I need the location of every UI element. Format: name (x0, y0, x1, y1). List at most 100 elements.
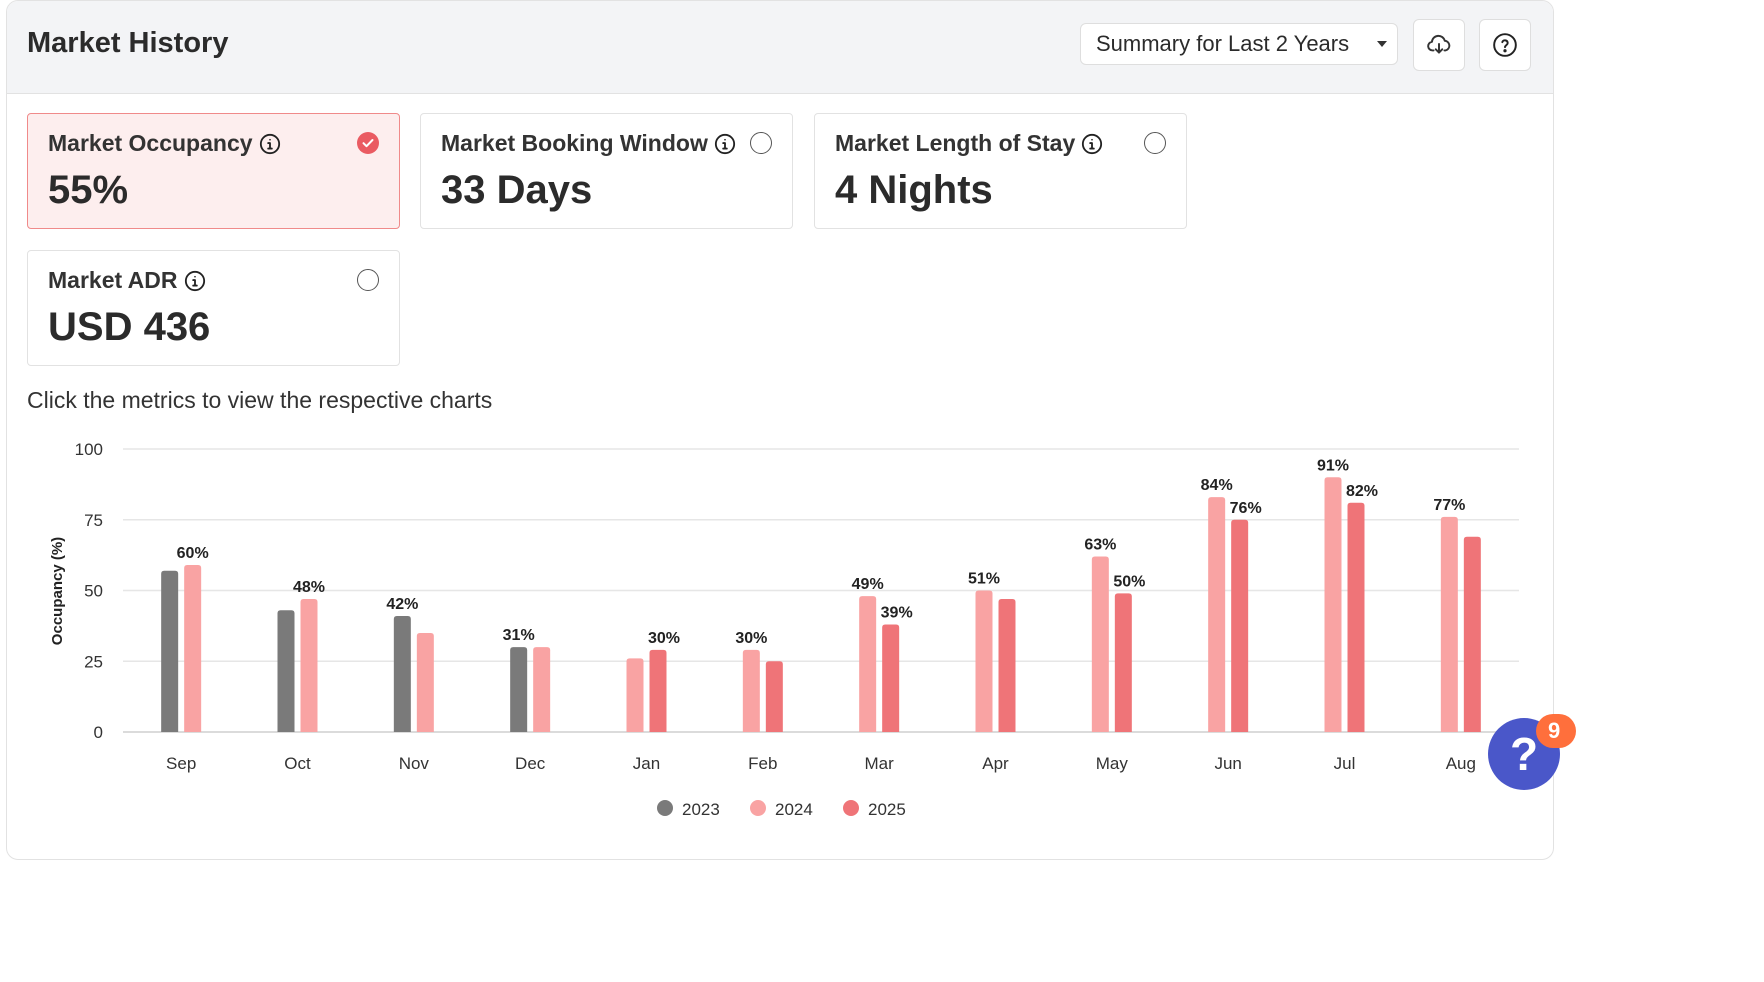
data-label: 77% (1433, 497, 1465, 514)
market-history-card: Market History Summary for Last 2 Years … (6, 0, 1554, 860)
bar-2024 (416, 632, 434, 732)
x-tick-label: Feb (748, 754, 777, 773)
x-tick-label: May (1096, 754, 1129, 773)
download-button[interactable] (1413, 19, 1465, 71)
bar-2024 (533, 647, 551, 732)
y-axis-label: Occupancy (%) (49, 537, 66, 645)
selected-check-icon[interactable] (357, 132, 379, 154)
metric-value: USD 436 (48, 305, 211, 349)
bar-2023 (161, 570, 179, 732)
bar-2025 (998, 598, 1016, 732)
data-label: 39% (881, 604, 913, 621)
radio-unselected[interactable] (1144, 132, 1166, 154)
metric-label-row: Market ADR (48, 267, 206, 294)
data-label: 30% (648, 630, 680, 647)
metric-card-booking-window[interactable]: Market Booking Window 33 Days (420, 113, 793, 229)
bar-2024 (300, 598, 318, 732)
legend-label: 2024 (775, 800, 813, 819)
radio-unselected[interactable] (357, 269, 379, 291)
bar-2023 (393, 615, 411, 732)
x-tick-label: Jul (1334, 754, 1356, 773)
card-header: Market History Summary for Last 2 Years (7, 1, 1553, 94)
data-label: 82% (1346, 483, 1378, 500)
bar-2025 (882, 624, 900, 732)
y-tick-label: 75 (84, 511, 103, 530)
bar-2023 (277, 610, 295, 732)
y-tick-label: 50 (84, 582, 103, 601)
data-label: 30% (735, 630, 767, 647)
y-tick-label: 25 (84, 652, 103, 671)
bar-2024 (1208, 497, 1226, 732)
metric-label-row: Market Occupancy (48, 130, 281, 157)
bar-2023 (510, 647, 528, 732)
period-select[interactable]: Summary for Last 2 Years (1080, 23, 1398, 65)
metric-value: 55% (48, 168, 129, 212)
bar-2024 (859, 596, 877, 732)
data-label: 49% (852, 576, 884, 593)
metric-label-row: Market Length of Stay (835, 130, 1103, 157)
data-label: 91% (1317, 457, 1349, 474)
bar-2024 (742, 649, 760, 732)
bar-2024 (1091, 556, 1109, 732)
legend-marker-2024 (750, 800, 766, 816)
y-tick-label: 100 (75, 440, 103, 459)
metric-label: Market Booking Window (441, 130, 708, 156)
bar-2025 (1231, 519, 1249, 732)
x-tick-label: Aug (1446, 754, 1476, 773)
data-label: 76% (1230, 500, 1262, 517)
metric-label: Market ADR (48, 267, 178, 293)
data-label: 63% (1084, 537, 1116, 554)
info-icon[interactable] (184, 270, 206, 292)
x-tick-label: Oct (284, 754, 311, 773)
data-label: 42% (386, 596, 418, 613)
info-icon[interactable] (714, 133, 736, 155)
legend-marker-2023 (657, 800, 673, 816)
help-button[interactable] (1479, 19, 1531, 71)
y-tick-label: 0 (94, 723, 103, 742)
chart-hint: Click the metrics to view the respective… (27, 387, 493, 413)
question-circle-icon (1493, 33, 1517, 57)
occupancy-chart: 0 25 50 75 100 Occupancy (%) Sep 60% Oct 48% Nov 42… (49, 440, 1519, 819)
x-tick-label: Jun (1214, 754, 1241, 773)
bar-2024 (1440, 516, 1458, 732)
period-select-value: Summary for Last 2 Years (1096, 31, 1350, 56)
data-label: 31% (503, 627, 535, 644)
chevron-down-icon (1377, 41, 1387, 47)
metric-card-occupancy[interactable]: Market Occupancy 55% (27, 113, 400, 229)
x-tick-label: Jan (633, 754, 660, 773)
info-icon[interactable] (259, 133, 281, 155)
legend-label: 2025 (868, 800, 906, 819)
bar-2025 (765, 661, 783, 732)
radio-unselected[interactable] (750, 132, 772, 154)
legend-label: 2023 (682, 800, 720, 819)
metric-label: Market Occupancy (48, 130, 253, 156)
page-title: Market History (27, 27, 229, 59)
info-icon[interactable] (1081, 133, 1103, 155)
data-label: 50% (1113, 573, 1145, 590)
x-tick-label: Nov (399, 754, 430, 773)
x-tick-label: Sep (166, 754, 196, 773)
data-label: 84% (1201, 477, 1233, 494)
x-tick-label: Apr (982, 754, 1009, 773)
data-label: 51% (968, 571, 1000, 588)
legend-marker-2025 (843, 800, 859, 816)
question-mark-icon: ? (1509, 728, 1539, 780)
cloud-download-icon (1427, 34, 1451, 54)
metric-label: Market Length of Stay (835, 130, 1076, 156)
metric-card-length-of-stay[interactable]: Market Length of Stay 4 Nights (814, 113, 1187, 229)
bar-2024 (184, 565, 202, 732)
help-badge: 9 (1536, 714, 1576, 748)
metric-card-adr[interactable]: Market ADR USD 436 (27, 250, 400, 366)
bar-2025 (1114, 593, 1132, 732)
metric-label-row: Market Booking Window (441, 130, 736, 157)
x-tick-label: Dec (515, 754, 546, 773)
bar-2024 (1324, 477, 1342, 732)
x-tick-label: Mar (865, 754, 895, 773)
data-label: 60% (177, 545, 209, 562)
metric-value: 33 Days (441, 168, 593, 212)
bar-2025 (1463, 536, 1481, 732)
bar-2025 (649, 649, 667, 732)
bar-2024 (626, 658, 644, 732)
metric-value: 4 Nights (835, 168, 993, 212)
data-label: 48% (293, 579, 325, 596)
